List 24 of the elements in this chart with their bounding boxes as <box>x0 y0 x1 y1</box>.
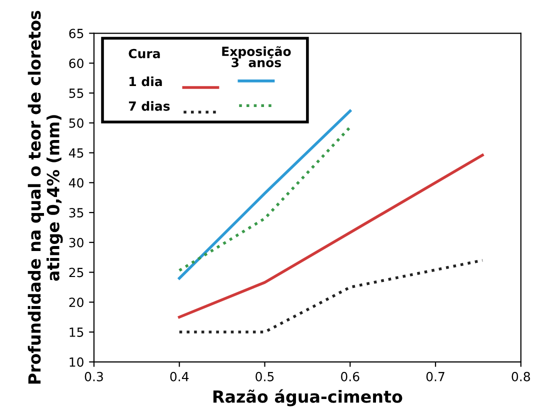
y-tick-label: 20 <box>69 298 84 308</box>
legend-label: 1 dia <box>130 76 162 86</box>
y-tick-label: 60 <box>69 58 84 68</box>
annotation: Cura <box>128 48 160 58</box>
x-tick-label: 0.8 <box>512 372 530 382</box>
y-tick-label: 65 <box>69 28 84 38</box>
annotation: Exposição 3 anos <box>222 46 291 68</box>
y-tick-label: 55 <box>69 88 84 98</box>
x-tick-label: 0.4 <box>170 372 189 382</box>
x-tick-label: 0.6 <box>341 372 360 382</box>
y-tick-label: 45 <box>68 148 84 158</box>
y-tick-label: 50 <box>69 118 84 128</box>
y-tick-label: 15 <box>70 328 84 337</box>
y-tick-label: 30 <box>69 238 84 248</box>
y-axis-title: Profundidade na qual o teor de cloretos atinge 0,4% (mm) <box>28 10 63 384</box>
y-tick-label: 40 <box>68 178 84 188</box>
x-axis-title: Razão água-cimento <box>213 389 402 406</box>
legend-label: 7 dias <box>128 101 170 111</box>
y-tick-label: 25 <box>69 268 84 278</box>
x-tick-label: 0.3 <box>84 372 103 382</box>
y-tick-label: 35 <box>69 208 84 218</box>
x-tick-label: 0.7 <box>426 372 444 382</box>
y-tick-label: 10 <box>70 357 84 367</box>
x-tick-label: 0.5 <box>256 372 274 382</box>
